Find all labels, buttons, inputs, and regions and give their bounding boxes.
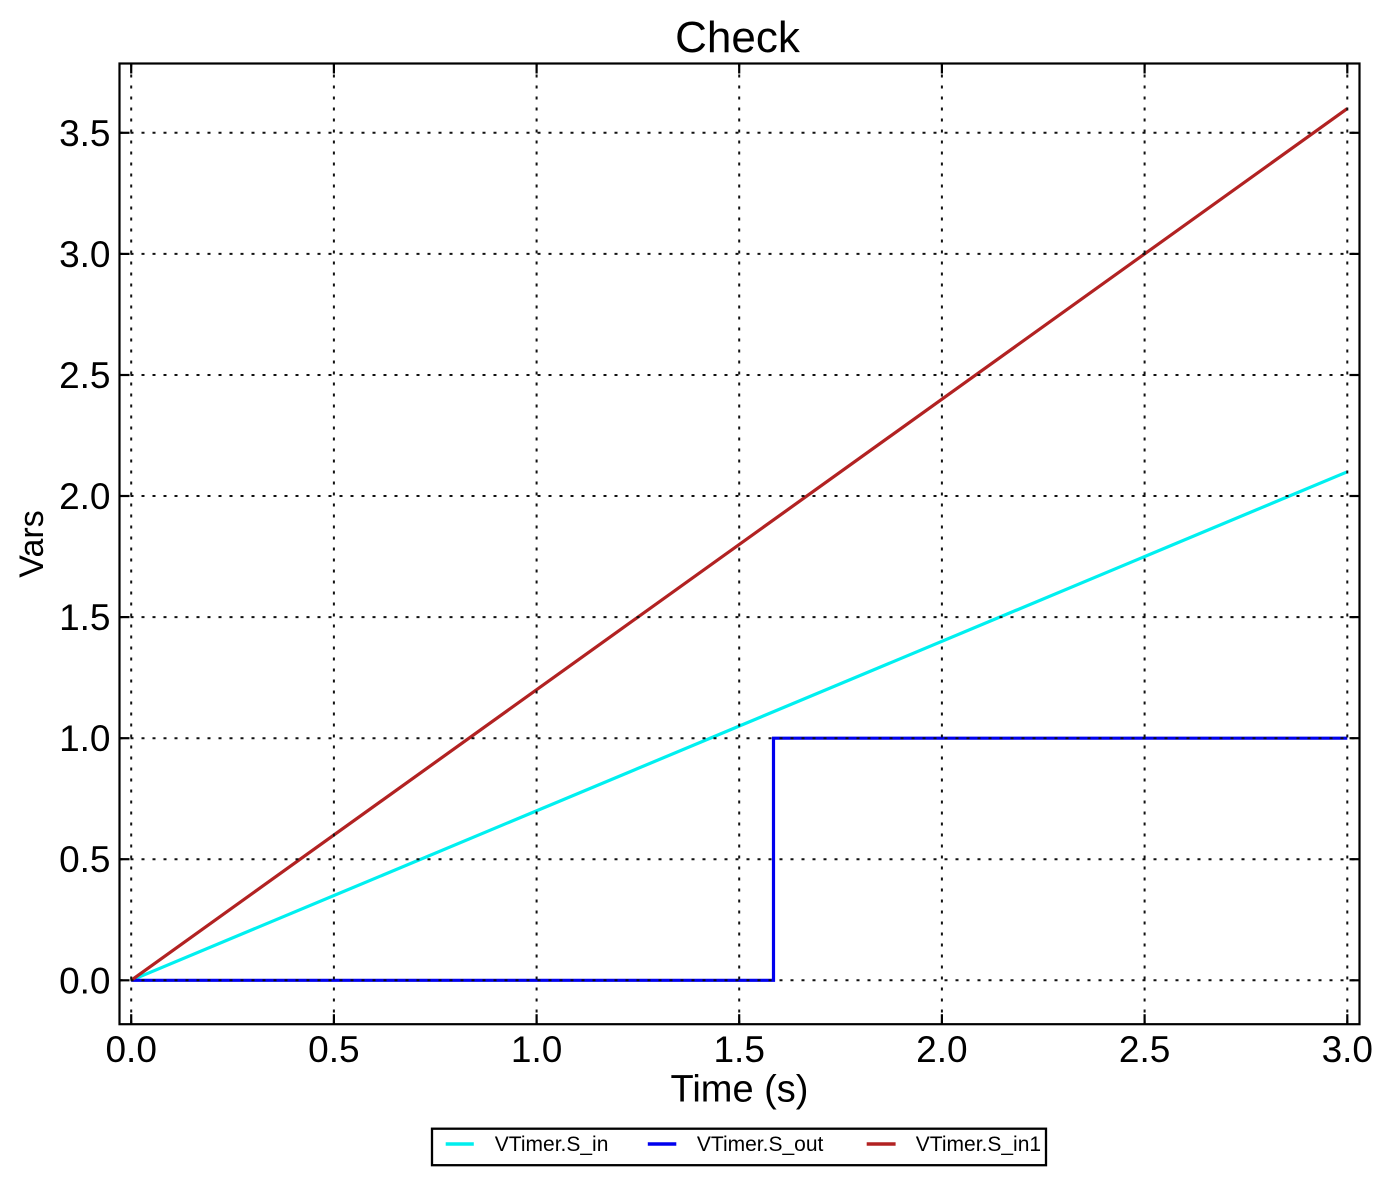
svg-text:3.0: 3.0 xyxy=(59,234,110,275)
svg-text:VTimer.S_out: VTimer.S_out xyxy=(697,1133,824,1156)
svg-text:2.0: 2.0 xyxy=(916,1029,967,1070)
svg-text:1.0: 1.0 xyxy=(511,1029,562,1070)
svg-text:1.0: 1.0 xyxy=(59,718,110,759)
svg-text:Time (s): Time (s) xyxy=(671,1069,809,1111)
svg-text:3.0: 3.0 xyxy=(1322,1029,1373,1070)
svg-text:2.0: 2.0 xyxy=(59,476,110,517)
svg-text:3.5: 3.5 xyxy=(59,113,110,154)
svg-text:2.5: 2.5 xyxy=(1119,1029,1170,1070)
svg-text:1.5: 1.5 xyxy=(713,1029,764,1070)
svg-text:Vars: Vars xyxy=(13,510,51,577)
svg-text:VTimer.S_in: VTimer.S_in xyxy=(495,1133,609,1156)
svg-text:0.0: 0.0 xyxy=(105,1029,156,1070)
svg-text:1.5: 1.5 xyxy=(59,597,110,638)
svg-text:0.0: 0.0 xyxy=(59,960,110,1001)
svg-text:0.5: 0.5 xyxy=(308,1029,359,1070)
svg-text:2.5: 2.5 xyxy=(59,355,110,396)
svg-text:VTimer.S_in1: VTimer.S_in1 xyxy=(916,1133,1041,1156)
svg-text:Check: Check xyxy=(675,13,801,62)
svg-text:0.5: 0.5 xyxy=(59,839,110,880)
